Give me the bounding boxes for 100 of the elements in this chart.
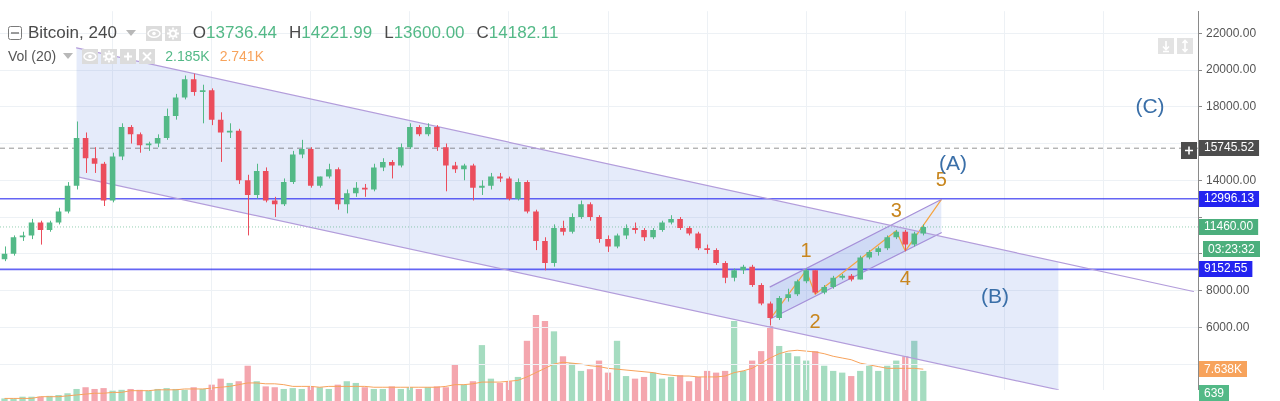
annotation: 2.741K: [219, 48, 264, 64]
y-tick-label: 14000.00: [1206, 172, 1257, 187]
bar: [370, 388, 377, 401]
candlestick: [190, 73, 197, 97]
bar: [839, 372, 846, 401]
candlestick: [542, 236, 548, 271]
candlestick: [280, 177, 287, 207]
annotation: C14182.11: [476, 23, 559, 42]
candlestick: [569, 212, 575, 235]
bar: [361, 387, 368, 401]
y-tick-label: 6000.00: [1206, 319, 1250, 334]
bar: [262, 386, 269, 401]
bar: [244, 365, 251, 401]
bar: [550, 331, 558, 401]
candlestick: [244, 174, 251, 236]
bar: [694, 376, 702, 401]
bar: [559, 356, 567, 401]
candlestick: [776, 295, 782, 321]
text: Bitcoin, 240: [28, 23, 117, 43]
bar: [541, 321, 549, 401]
bar: [794, 356, 801, 401]
y-tick-label: 22000.00: [1206, 25, 1257, 40]
bar: [415, 388, 422, 401]
bar: [127, 388, 134, 401]
bar: [109, 390, 116, 401]
bar: [91, 388, 98, 401]
bar: [766, 326, 774, 401]
text: 03:23:32: [1203, 241, 1260, 257]
candlestick: [199, 84, 206, 124]
bar: [496, 382, 504, 401]
candlestick: [434, 124, 440, 152]
candlestick: [443, 143, 449, 192]
candlestick: [902, 229, 909, 252]
bar: [685, 381, 693, 401]
bar: [442, 387, 450, 401]
bar: [568, 363, 576, 401]
candlestick: [470, 163, 476, 201]
bar: [920, 370, 927, 401]
candlestick: [515, 177, 521, 201]
candlestick: [398, 143, 404, 168]
candlestick: [298, 139, 305, 159]
ref-line-label: 9152.55: [1204, 261, 1248, 276]
candlestick: [407, 122, 413, 150]
bar: [658, 378, 666, 401]
candlestick: [181, 75, 188, 100]
annotation: 2: [809, 309, 821, 332]
annotation: L13600.00: [384, 23, 465, 42]
bar: [298, 388, 305, 401]
candlestick: [587, 201, 593, 222]
candlestick: [91, 146, 98, 174]
annotation: (B): [981, 284, 1009, 308]
bar: [866, 365, 873, 401]
candlestick: [344, 188, 350, 214]
bar: [163, 388, 170, 401]
bar: [667, 376, 675, 401]
candlestick: [389, 159, 395, 179]
bar: [280, 388, 287, 401]
annotation: O13736.44: [192, 23, 277, 42]
y-tick-label: 18000.00: [1206, 99, 1257, 114]
candlestick: [857, 255, 864, 281]
bar: [577, 370, 585, 401]
candlestick: [749, 264, 755, 288]
bar: [884, 365, 891, 401]
bar: [469, 381, 477, 401]
bar: [875, 370, 882, 401]
bar: [739, 370, 747, 401]
text: 639: [1199, 385, 1230, 401]
bar: [613, 340, 621, 401]
bar: [145, 390, 152, 401]
bar: [388, 386, 395, 401]
bar: [757, 351, 765, 401]
candlestick: [722, 260, 728, 284]
candlestick: [812, 269, 818, 295]
bar: [478, 345, 486, 401]
bar: [640, 376, 648, 401]
bar: [730, 321, 738, 401]
bar: [289, 388, 296, 401]
candlestick: [253, 163, 260, 200]
bar: [343, 381, 350, 401]
bar: [514, 376, 522, 401]
bar: [172, 388, 179, 401]
bar: [325, 388, 332, 401]
y-tick-label: 8000.00: [1206, 282, 1250, 297]
candlestick: [10, 234, 17, 257]
bar: [451, 364, 459, 401]
bar: [721, 370, 729, 401]
candlestick: [371, 163, 377, 192]
candlestick: [758, 282, 764, 306]
bar: [631, 378, 639, 401]
annotation: 1: [800, 238, 812, 261]
bar: [136, 389, 143, 401]
bar: [379, 388, 386, 401]
bar: [785, 352, 792, 401]
candlestick: [506, 176, 512, 201]
candlestick: [578, 200, 584, 220]
bar: [830, 370, 837, 401]
bar: [397, 388, 404, 401]
bar: [523, 340, 531, 401]
annotation: 2.185K: [165, 48, 210, 64]
bar: [532, 315, 540, 401]
